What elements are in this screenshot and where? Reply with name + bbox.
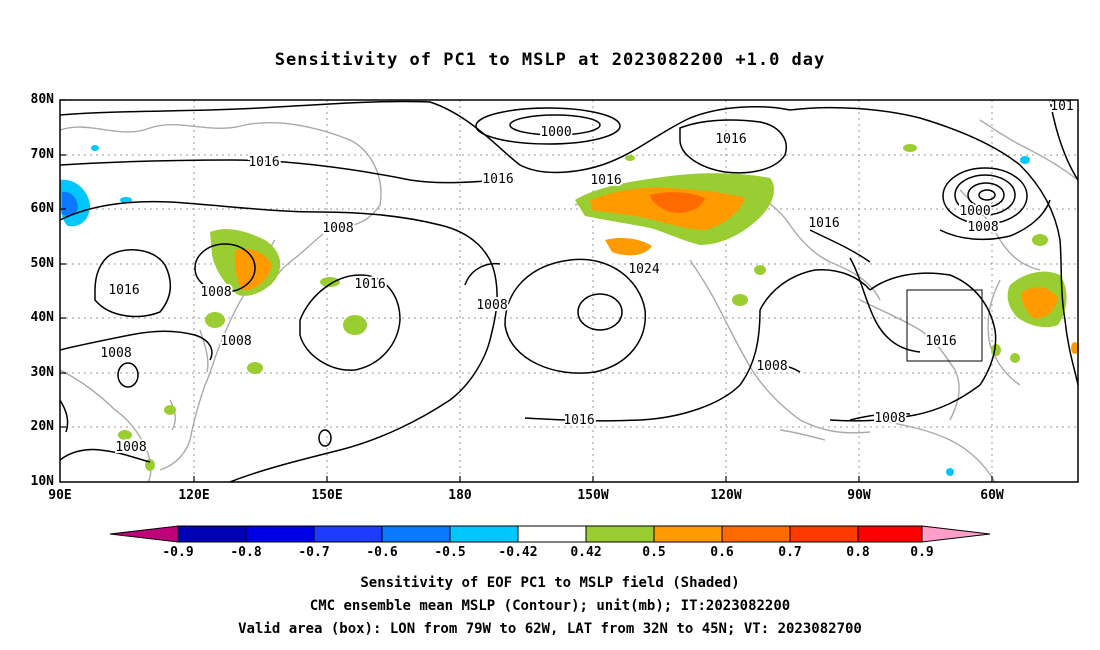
contour-label: 1008	[115, 440, 146, 455]
colorbar-cell	[177, 525, 247, 543]
contour-label: 1008	[874, 411, 905, 426]
lat-label: 20N	[30, 419, 54, 434]
lon-label: 120W	[710, 488, 742, 503]
lon-label: 150W	[577, 488, 609, 503]
colorbar	[109, 525, 991, 543]
colorbar-label: 0.9	[910, 545, 934, 560]
colorbar-cell	[653, 525, 723, 543]
contour-label: 1000	[540, 125, 571, 140]
colorbar-label: -0.8	[230, 545, 262, 560]
contour-label: 1016	[590, 173, 621, 188]
colorbar-cell	[449, 525, 519, 543]
colorbar-label: 0.42	[570, 545, 602, 560]
colorbar-cell	[381, 525, 451, 543]
colorbar-high-end	[921, 525, 991, 543]
colorbar-label: 0.8	[846, 545, 870, 560]
colorbar-label: -0.42	[498, 545, 538, 560]
contour-label: 1008	[756, 359, 787, 374]
contour-label: 1000	[959, 204, 990, 219]
chart-title: Sensitivity of PC1 to MSLP at 2023082200…	[274, 50, 826, 70]
lat-label: 50N	[30, 256, 54, 271]
colorbar-cell	[313, 525, 383, 543]
tick-marks	[60, 99, 993, 482]
contour-label: 1016	[354, 277, 385, 292]
contour-label: 1016	[808, 216, 839, 231]
colorbar-low-end	[109, 525, 179, 543]
lon-label: 150E	[311, 488, 343, 503]
plot-frame	[59, 99, 1079, 483]
colorbar-cell	[585, 525, 655, 543]
colorbar-cell	[721, 525, 791, 543]
lat-label: 80N	[30, 92, 54, 107]
colorbar-label: 0.6	[710, 545, 734, 560]
lat-label: 40N	[30, 310, 54, 325]
lon-label: 180	[448, 488, 472, 503]
lat-label: 30N	[30, 365, 54, 380]
contour-label: 1008	[476, 298, 507, 313]
contour-label: 1008	[200, 285, 231, 300]
contour-label: 1016	[715, 132, 746, 147]
valid-area-box	[906, 289, 983, 362]
lon-label: 90W	[847, 488, 871, 503]
lon-label: 90E	[48, 488, 72, 503]
sensitivity-shading	[59, 144, 1079, 476]
mslp-contours	[59, 99, 1079, 483]
caption-line-2: CMC ensemble mean MSLP (Contour); unit(m…	[309, 598, 791, 614]
lat-label: 10N	[30, 474, 54, 489]
colorbar-label: -0.6	[366, 545, 398, 560]
colorbar-label: -0.7	[298, 545, 330, 560]
lon-label: 120E	[178, 488, 210, 503]
colorbar-cell	[789, 525, 859, 543]
contour-label: 1016	[108, 283, 139, 298]
contour-label: 1016	[482, 172, 513, 187]
contour-label: 1024	[628, 262, 659, 277]
colorbar-label: -0.5	[434, 545, 466, 560]
colorbar-cell	[245, 525, 315, 543]
contour-label: 1008	[220, 334, 251, 349]
colorbar-label: 0.7	[778, 545, 802, 560]
contour-label: 101	[1050, 99, 1073, 114]
colorbar-label: -0.9	[162, 545, 194, 560]
contour-label: 1008	[100, 346, 131, 361]
contour-label: 1016	[925, 334, 956, 349]
contour-label: 1016	[563, 413, 594, 428]
lat-label: 60N	[30, 201, 54, 216]
contour-label: 1016	[248, 155, 279, 170]
contour-label: 1008	[967, 220, 998, 235]
caption-line-1: Sensitivity of EOF PC1 to MSLP field (Sh…	[360, 575, 740, 591]
lat-label: 70N	[30, 147, 54, 162]
colorbar-cell	[517, 525, 587, 543]
contour-label: 1008	[322, 221, 353, 236]
colorbar-label: 0.5	[642, 545, 666, 560]
caption-line-3: Valid area (box): LON from 79W to 62W, L…	[238, 621, 862, 637]
lon-label: 60W	[980, 488, 1004, 503]
colorbar-cell	[857, 525, 923, 543]
contour-label-group: 1000 1016 1016 1016 1016 1016 1008 1008 …	[98, 97, 1075, 457]
